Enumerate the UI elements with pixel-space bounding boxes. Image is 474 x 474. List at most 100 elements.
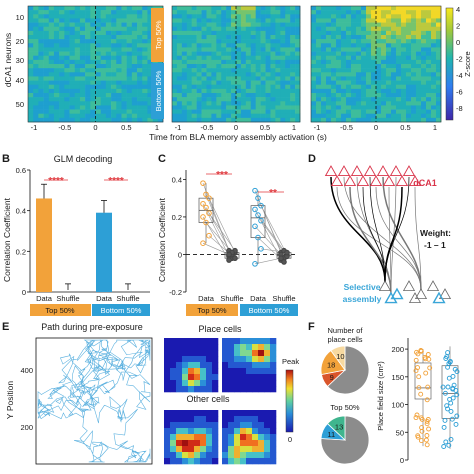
heatmap-cell bbox=[381, 72, 387, 77]
heatmap-cell bbox=[137, 109, 143, 115]
heatmap-cell bbox=[386, 101, 392, 106]
heatmap-cell bbox=[211, 88, 217, 94]
heatmap-cell bbox=[341, 55, 347, 61]
heatmap-cell bbox=[275, 51, 281, 57]
heatmap-cell bbox=[240, 51, 247, 57]
rate-map-cell bbox=[270, 356, 277, 363]
heatmap-cell bbox=[371, 18, 377, 23]
heatmap-cell bbox=[43, 84, 50, 90]
heatmap-cell bbox=[33, 22, 39, 28]
heatmap-cell bbox=[147, 51, 153, 57]
heatmap-cell bbox=[265, 51, 271, 57]
heatmap-cell bbox=[226, 113, 232, 119]
heatmap-cell bbox=[38, 113, 44, 119]
heatmap-cell bbox=[356, 55, 362, 61]
heatmap-cell bbox=[48, 80, 55, 86]
rate-maps bbox=[164, 338, 277, 465]
heatmap-cell bbox=[421, 14, 427, 19]
heatmap-cell bbox=[172, 30, 178, 36]
heatmap-cell bbox=[366, 47, 372, 52]
heatmap-cell bbox=[361, 68, 367, 73]
heatmap-cell bbox=[381, 80, 387, 86]
heatmap-cell bbox=[43, 43, 50, 48]
heatmap-cell bbox=[260, 84, 266, 90]
heatmap-cell bbox=[221, 109, 227, 115]
heatmap-cell bbox=[131, 68, 138, 73]
heatmap-cell bbox=[316, 101, 322, 106]
heatmap-cell bbox=[181, 51, 188, 57]
heatmap-cell bbox=[43, 22, 50, 28]
heatmap-cell bbox=[406, 35, 412, 40]
heatmap-cell bbox=[137, 97, 143, 102]
heatmap-cell bbox=[38, 84, 44, 90]
heatmap-cell bbox=[85, 93, 91, 98]
heatmap-cell bbox=[142, 105, 148, 110]
zscore-tick: 2 bbox=[456, 22, 460, 31]
heatmap-cell bbox=[111, 64, 117, 69]
heatmap-cell bbox=[33, 80, 39, 86]
heatmap-cell bbox=[100, 30, 107, 36]
heatmap-cell bbox=[406, 72, 412, 77]
heatmap-cell bbox=[85, 14, 91, 19]
heatmap-cell bbox=[53, 59, 60, 65]
rate-map-cell bbox=[170, 344, 177, 351]
heatmap-cell bbox=[431, 68, 437, 73]
rate-map-cell bbox=[264, 350, 271, 357]
heatmap-cell bbox=[186, 76, 192, 81]
heatmap-cell bbox=[196, 113, 202, 119]
heatmap-cell bbox=[69, 10, 76, 15]
heatmap-cell bbox=[191, 72, 197, 77]
rate-map-cell bbox=[194, 410, 201, 417]
heatmap-cell bbox=[147, 18, 153, 23]
heatmap-cell bbox=[331, 93, 337, 98]
heatmap-cell bbox=[326, 64, 332, 69]
heatmap-cell bbox=[285, 101, 291, 106]
heatmap-cell bbox=[206, 6, 212, 11]
heatmap-cell bbox=[346, 59, 352, 65]
heatmap-cell bbox=[436, 64, 442, 69]
rate-map-cell bbox=[188, 380, 195, 387]
panel-f-point bbox=[443, 356, 449, 361]
heatmap-cell bbox=[376, 26, 382, 32]
heatmap-cell bbox=[85, 80, 91, 86]
heatmap-cell bbox=[191, 105, 197, 110]
heatmap-cell bbox=[95, 6, 101, 11]
heatmap-cell bbox=[211, 93, 217, 98]
heatmap-cell bbox=[240, 43, 247, 48]
heatmap-cell bbox=[90, 30, 96, 36]
heatmap-cell bbox=[211, 72, 217, 77]
heatmap-cell bbox=[250, 59, 256, 65]
heatmap-cell bbox=[411, 55, 417, 61]
heatmap-cell bbox=[111, 18, 117, 23]
heatmap-cell bbox=[311, 30, 317, 36]
heatmap-cell bbox=[331, 6, 337, 11]
heatmap-cell bbox=[386, 88, 392, 94]
heatmap-cell bbox=[176, 68, 183, 73]
heatmap-cell bbox=[121, 30, 127, 36]
rate-map-cell bbox=[246, 458, 253, 465]
heatmap-cell bbox=[38, 105, 44, 110]
heatmap-cell bbox=[401, 105, 407, 110]
heatmap-cell bbox=[356, 88, 362, 94]
heatmap-cell bbox=[326, 105, 332, 110]
heatmap-cell bbox=[142, 22, 148, 28]
heatmap-cell bbox=[391, 64, 397, 69]
heatmap-cell bbox=[216, 35, 222, 40]
heatmap-cell bbox=[391, 47, 397, 52]
rate-map-cell bbox=[182, 422, 189, 429]
heatmap-cell bbox=[137, 59, 143, 65]
heatmap-cell bbox=[236, 59, 242, 65]
heatmap-cell bbox=[147, 88, 153, 94]
heatmap-cell bbox=[245, 51, 252, 57]
heatmap-cell bbox=[245, 68, 252, 73]
heatmap-cell bbox=[351, 10, 357, 15]
heatmap-cell bbox=[85, 47, 91, 52]
heatmap-cell bbox=[311, 101, 317, 106]
heatmap-cell bbox=[371, 101, 377, 106]
heatmap-cell bbox=[431, 10, 437, 15]
heatmap-cell bbox=[147, 109, 153, 115]
heatmap-cell bbox=[260, 22, 266, 28]
rate-map-cell bbox=[234, 368, 241, 375]
heatmap-cell bbox=[231, 26, 237, 32]
heatmap-cell bbox=[38, 6, 44, 11]
